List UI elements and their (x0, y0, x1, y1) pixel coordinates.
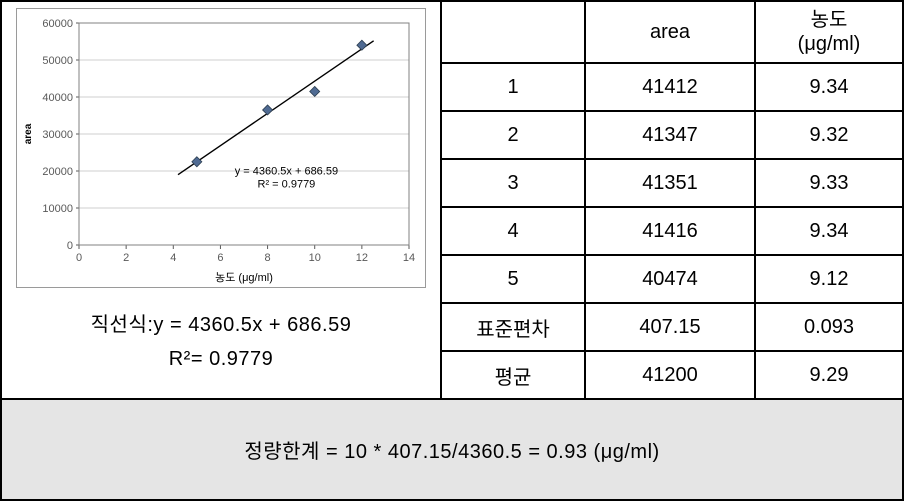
table-row: 표준편차407.150.093 (442, 304, 902, 352)
table-cell: 표준편차 (442, 304, 586, 352)
table-cell: 41347 (586, 112, 756, 160)
th-conc: 농도(μg/ml) (756, 2, 902, 64)
table-cell: 9.29 (756, 352, 902, 400)
svg-text:농도 (μg/ml): 농도 (μg/ml) (215, 271, 273, 284)
svg-text:0: 0 (67, 240, 73, 252)
svg-text:20000: 20000 (42, 166, 73, 178)
table-cell: 3 (442, 160, 586, 208)
data-table: area 농도(μg/ml) 1414129.342413479.3234135… (442, 2, 902, 400)
calibration-chart: 0 10000 20000 30000 40000 50000 60000 0 2 4 6 8 10 12… (16, 8, 426, 288)
table-cell: 9.33 (756, 160, 902, 208)
svg-text:R² = 0.9779: R² = 0.9779 (258, 179, 316, 191)
figure-container: 0100002000030000400005000060000024681012… (0, 0, 904, 501)
footer-text: 정량한계 = 10 * 407.15/4360.5 = 0.93 (μg/ml) (244, 435, 659, 464)
caption-line1: 직선식:y = 4360.5x + 686.59 (91, 308, 352, 342)
table-row: 평균412009.29 (442, 352, 902, 400)
table-body: 1414129.342413479.323413519.334414169.34… (442, 64, 902, 400)
chart-cell: 0 10000 20000 30000 40000 50000 60000 0 2 4 6 8 10 12… (2, 2, 442, 400)
table-cell: 2 (442, 112, 586, 160)
table-cell: 9.34 (756, 208, 902, 256)
table-cell: 407.15 (586, 304, 756, 352)
table-cell: 5 (442, 256, 586, 304)
table-cell: 9.34 (756, 64, 902, 112)
table-row: 5404749.12 (442, 256, 902, 304)
table-row: 1414129.34 (442, 64, 902, 112)
svg-text:area: area (23, 123, 34, 144)
table-cell: 41200 (586, 352, 756, 400)
table-cell: 41351 (586, 160, 756, 208)
svg-text:2: 2 (123, 252, 129, 264)
footer-formula: 정량한계 = 10 * 407.15/4360.5 = 0.93 (μg/ml) (2, 400, 902, 499)
table-row: 3413519.33 (442, 160, 902, 208)
svg-text:40000: 40000 (42, 92, 73, 104)
svg-text:50000: 50000 (42, 55, 73, 67)
svg-text:8: 8 (265, 252, 271, 264)
table-cell: 9.12 (756, 256, 902, 304)
svg-text:0: 0 (76, 252, 82, 264)
svg-text:12: 12 (356, 252, 368, 264)
chart-svg: 0 10000 20000 30000 40000 50000 60000 0 2 4 6 8 10 12… (17, 9, 427, 289)
table-cell: 0.093 (756, 304, 902, 352)
table-cell: 40474 (586, 256, 756, 304)
svg-text:10000: 10000 (42, 203, 73, 215)
table-cell: 평균 (442, 352, 586, 400)
svg-text:6: 6 (217, 252, 223, 264)
svg-text:14: 14 (403, 252, 415, 264)
chart-caption: 직선식:y = 4360.5x + 686.59 R²= 0.9779 (91, 308, 352, 376)
svg-text:10: 10 (309, 252, 321, 264)
table-row: 2413479.32 (442, 112, 902, 160)
table-cell: 41412 (586, 64, 756, 112)
th-blank (442, 2, 586, 64)
table-cell: 1 (442, 64, 586, 112)
svg-text:30000: 30000 (42, 129, 73, 141)
table-header: area 농도(μg/ml) (442, 2, 902, 64)
table-cell: 4 (442, 208, 586, 256)
top-row: 0100002000030000400005000060000024681012… (2, 2, 902, 400)
table-cell: 9.32 (756, 112, 902, 160)
th-area: area (586, 2, 756, 64)
th-conc-text: 농도(μg/ml) (798, 8, 861, 56)
svg-text:60000: 60000 (42, 18, 73, 30)
caption-line2: R²= 0.9779 (91, 342, 352, 376)
svg-text:4: 4 (170, 252, 176, 264)
table-cell: 41416 (586, 208, 756, 256)
svg-text:y = 4360.5x + 686.59: y = 4360.5x + 686.59 (235, 166, 338, 178)
table-row: 4414169.34 (442, 208, 902, 256)
